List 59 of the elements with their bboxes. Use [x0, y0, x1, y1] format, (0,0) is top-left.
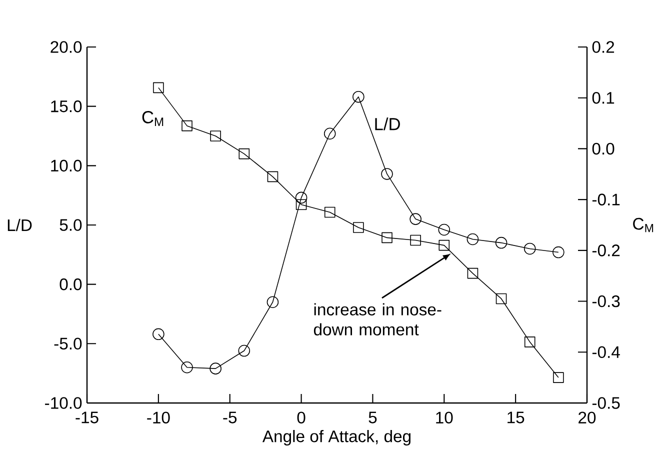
y-tick-label: 0.0	[60, 278, 82, 290]
point	[524, 242, 536, 255]
point	[210, 130, 221, 142]
y-tick-label: 10.0	[51, 160, 82, 172]
point	[353, 222, 364, 233]
y-tick-label: -5.0	[54, 338, 82, 350]
y-tick-label: -10.0	[45, 397, 82, 409]
point	[553, 372, 564, 383]
point	[524, 336, 536, 348]
y2-tick-label: -0.5	[592, 397, 620, 409]
point	[438, 240, 450, 251]
point	[467, 268, 478, 279]
y2-tick-label: 0.0	[592, 142, 614, 155]
y2-tick-label: 0.1	[592, 92, 614, 104]
point	[324, 128, 336, 140]
x-tick-label: 10	[436, 412, 453, 424]
point	[382, 232, 392, 244]
point	[152, 328, 164, 340]
x-tick-label: 5	[368, 412, 377, 424]
y-axis-title: L/D	[8, 218, 32, 232]
y2-tick-label: -0.3	[592, 295, 620, 308]
y-tick-label: 5.0	[60, 219, 82, 231]
point	[496, 293, 507, 304]
x-tick-label: 20	[578, 412, 596, 424]
x-tick-label: -15	[76, 412, 98, 424]
point	[266, 296, 279, 308]
x-tick-label: 0	[297, 412, 306, 424]
y-tick-label: 15.0	[51, 100, 82, 112]
y2-tick-label: -0.4	[592, 346, 620, 358]
x-tick-label: -10	[147, 412, 170, 424]
point	[295, 192, 308, 204]
point	[182, 120, 192, 132]
point	[238, 344, 250, 357]
point	[410, 213, 422, 225]
y2-tick-label: -0.2	[592, 244, 620, 256]
x-axis-title: Angle of Attack, deg	[262, 430, 410, 446]
point	[181, 361, 193, 374]
annotation: increase in nose-down moment	[314, 303, 442, 336]
x-tick-label: -5	[223, 412, 237, 424]
point	[210, 362, 222, 374]
point	[352, 90, 364, 103]
point	[267, 171, 278, 182]
y2-tick-label: 0.2	[592, 41, 614, 53]
point	[381, 168, 393, 180]
point	[495, 236, 508, 249]
y2-axis-title: C$_{M}$	[633, 218, 654, 232]
y-tick-label: 20.0	[50, 41, 82, 53]
point	[438, 224, 450, 236]
point	[552, 246, 564, 258]
point	[324, 206, 336, 218]
x-tick-label: 15	[508, 412, 524, 424]
point	[296, 199, 307, 210]
point	[410, 234, 421, 246]
point	[153, 82, 164, 94]
y2-tick-label: -0.1	[592, 194, 620, 206]
series-label: C$_{M}$	[142, 111, 164, 126]
point	[238, 148, 250, 160]
series-label: L/D	[375, 118, 400, 130]
point	[466, 233, 479, 246]
